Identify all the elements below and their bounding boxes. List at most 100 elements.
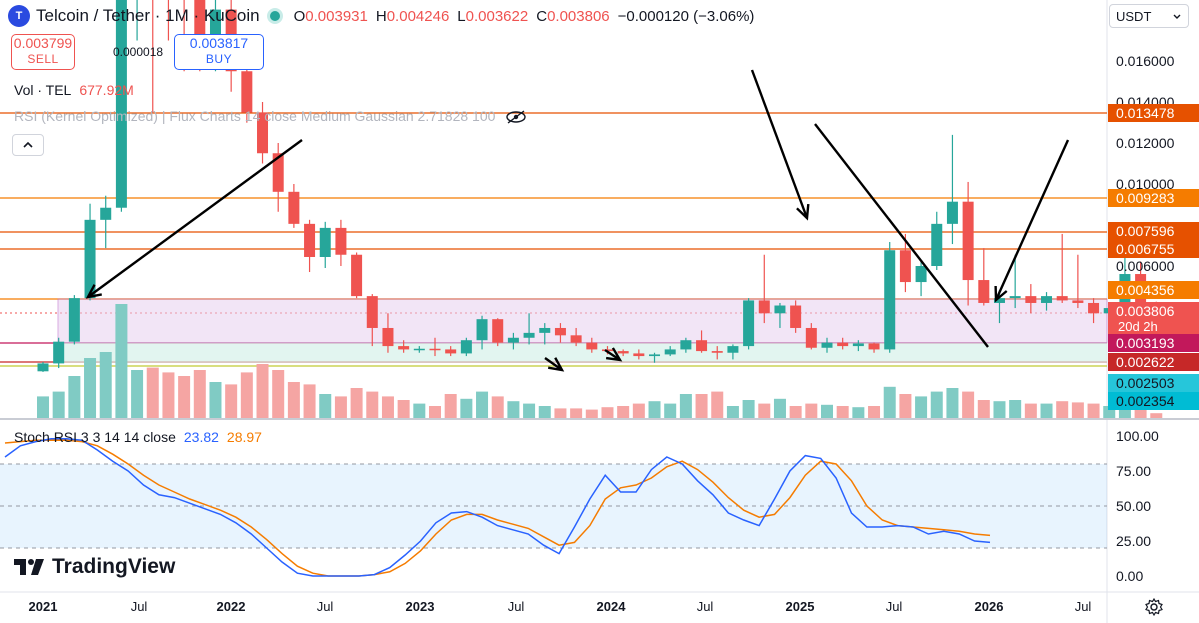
price-tick-label: 0.016000 xyxy=(1116,53,1175,69)
arrow-line[interactable] xyxy=(750,69,809,219)
candle[interactable] xyxy=(1025,296,1037,303)
candle[interactable] xyxy=(241,71,253,113)
candle[interactable] xyxy=(507,337,519,343)
price-tick-label: 0.006000 xyxy=(1116,258,1175,274)
arrow-head[interactable] xyxy=(547,357,565,372)
volume-bar xyxy=(773,398,786,418)
hidden-eye-icon[interactable] xyxy=(505,110,527,124)
sell-button[interactable]: 0.003799 SELL xyxy=(11,34,75,70)
tradingview-logo[interactable]: TradingView xyxy=(14,555,175,579)
candle[interactable] xyxy=(617,351,629,354)
stoch-rsi-legend[interactable]: Stoch RSI 3 3 14 14 close 23.82 28.97 xyxy=(14,429,262,445)
candle[interactable] xyxy=(962,201,974,281)
candle[interactable] xyxy=(1056,296,1068,301)
candle[interactable] xyxy=(351,254,363,297)
volume-bar xyxy=(476,391,489,418)
candle[interactable] xyxy=(335,227,347,255)
candle[interactable] xyxy=(68,298,80,342)
candle[interactable] xyxy=(413,348,425,351)
candle[interactable] xyxy=(805,327,817,348)
consolidation-zone[interactable] xyxy=(57,298,1108,344)
candle[interactable] xyxy=(84,219,96,299)
buy-button[interactable]: 0.003817 BUY xyxy=(174,34,264,70)
candle[interactable] xyxy=(194,0,206,51)
candle[interactable] xyxy=(539,327,551,333)
candle[interactable] xyxy=(476,319,488,341)
candle[interactable] xyxy=(37,363,49,372)
stoch-d-value: 28.97 xyxy=(226,429,262,445)
stoch-d-line[interactable] xyxy=(4,439,991,577)
candle[interactable] xyxy=(382,327,394,347)
price-badge-label: 0.003193 xyxy=(1116,335,1175,351)
arrow-head[interactable] xyxy=(994,285,1008,303)
candle[interactable] xyxy=(209,9,221,51)
candle[interactable] xyxy=(727,346,739,353)
arrow-line[interactable] xyxy=(604,349,621,361)
candle[interactable] xyxy=(492,319,504,343)
arrow-line[interactable] xyxy=(544,357,563,371)
candle[interactable] xyxy=(523,332,535,338)
volume-bar xyxy=(1024,403,1037,418)
candle[interactable] xyxy=(696,340,708,352)
candle[interactable] xyxy=(570,335,582,343)
rsi-indicator-legend[interactable]: RSI (Kernel Optimized) | Flux Charts 14 … xyxy=(14,108,527,124)
candle[interactable] xyxy=(915,266,927,283)
arrow-head[interactable] xyxy=(605,347,623,362)
candle[interactable] xyxy=(398,346,410,350)
trend-line[interactable] xyxy=(814,123,989,348)
candle[interactable] xyxy=(821,342,833,348)
symbol-title[interactable]: Telcoin / Tether · 1M · KuCoin xyxy=(36,6,260,25)
candle[interactable] xyxy=(884,250,896,350)
candle[interactable] xyxy=(445,349,457,354)
candle[interactable] xyxy=(1009,296,1021,299)
candle[interactable] xyxy=(366,296,378,328)
trend-arrows[interactable] xyxy=(85,69,1070,372)
candle[interactable] xyxy=(993,298,1005,303)
arrow-head[interactable] xyxy=(85,284,102,299)
volume-legend[interactable]: Vol · TEL 677.92M xyxy=(14,82,134,98)
rsi-indicator-label: RSI (Kernel Optimized) | Flux Charts 14 … xyxy=(14,108,496,124)
candle[interactable] xyxy=(633,353,645,357)
candle[interactable] xyxy=(429,348,441,351)
candle[interactable] xyxy=(53,341,65,364)
candle[interactable] xyxy=(554,327,566,336)
candle[interactable] xyxy=(758,300,770,314)
candle[interactable] xyxy=(743,300,755,347)
candle[interactable] xyxy=(649,354,661,357)
candle[interactable] xyxy=(586,342,598,350)
candle[interactable] xyxy=(100,207,112,220)
candle[interactable] xyxy=(946,201,958,224)
candle[interactable] xyxy=(680,340,692,350)
support-zone[interactable] xyxy=(58,342,1107,363)
candle[interactable] xyxy=(304,223,316,257)
candle[interactable] xyxy=(1088,302,1100,314)
candle[interactable] xyxy=(115,0,127,208)
arrow-line[interactable] xyxy=(994,139,1070,301)
price-badge xyxy=(1108,334,1199,352)
telcoin-logo-icon[interactable]: T xyxy=(8,5,30,27)
candle[interactable] xyxy=(774,305,786,314)
currency-selector[interactable]: USDT xyxy=(1109,4,1189,28)
candle[interactable] xyxy=(460,340,472,354)
candle[interactable] xyxy=(257,112,269,154)
candle[interactable] xyxy=(288,191,300,224)
candle[interactable] xyxy=(837,342,849,347)
candle[interactable] xyxy=(272,153,284,192)
candle[interactable] xyxy=(319,227,331,257)
candle[interactable] xyxy=(868,343,880,350)
candle[interactable] xyxy=(852,343,864,347)
candle[interactable] xyxy=(931,223,943,266)
collapse-legend-button[interactable] xyxy=(12,134,44,156)
candle[interactable] xyxy=(790,305,802,328)
gear-icon[interactable] xyxy=(1144,597,1164,617)
arrow-head[interactable] xyxy=(796,203,810,221)
arrow-line[interactable] xyxy=(87,139,303,298)
candle[interactable] xyxy=(1072,300,1084,303)
stoch-k-line[interactable] xyxy=(4,438,991,577)
candle[interactable] xyxy=(978,280,990,303)
candle[interactable] xyxy=(899,250,911,283)
candle[interactable] xyxy=(664,349,676,355)
candle[interactable] xyxy=(711,351,723,353)
candle[interactable] xyxy=(1041,296,1053,303)
